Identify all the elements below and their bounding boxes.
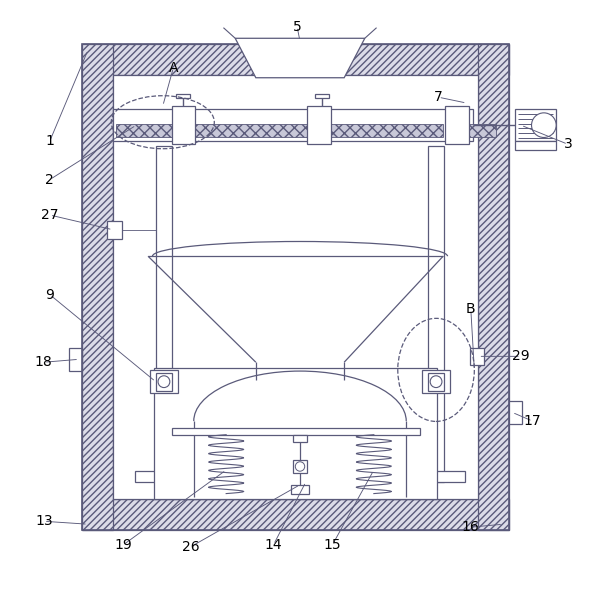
Bar xyxy=(113,75,478,499)
Bar xyxy=(515,109,556,141)
Bar xyxy=(470,348,484,365)
Bar xyxy=(69,348,82,371)
Circle shape xyxy=(532,113,556,137)
Text: A: A xyxy=(169,61,178,75)
Bar xyxy=(135,471,193,482)
Bar xyxy=(307,106,331,144)
Text: 7: 7 xyxy=(434,90,443,104)
Text: 2: 2 xyxy=(46,173,54,187)
Bar xyxy=(445,106,469,144)
Bar xyxy=(155,146,172,482)
Bar xyxy=(428,373,445,391)
Bar xyxy=(172,106,195,144)
Text: 15: 15 xyxy=(323,538,341,552)
Text: 19: 19 xyxy=(115,538,132,552)
Bar xyxy=(422,370,450,393)
Text: 29: 29 xyxy=(512,349,530,363)
Bar xyxy=(291,485,309,494)
Bar xyxy=(155,373,172,391)
Text: 5: 5 xyxy=(293,19,301,34)
Bar xyxy=(150,370,178,393)
Text: 27: 27 xyxy=(41,208,58,222)
Bar xyxy=(293,435,307,442)
Bar xyxy=(315,94,329,98)
Bar xyxy=(407,471,465,482)
Bar xyxy=(107,221,122,239)
Bar xyxy=(515,141,556,150)
Bar xyxy=(331,124,443,137)
Bar xyxy=(113,109,473,141)
Text: 14: 14 xyxy=(265,538,283,552)
Circle shape xyxy=(158,376,170,388)
Bar xyxy=(293,460,307,473)
Circle shape xyxy=(295,462,305,471)
Polygon shape xyxy=(235,38,365,78)
Bar xyxy=(172,428,419,435)
Text: 13: 13 xyxy=(35,514,53,528)
Bar xyxy=(82,44,509,75)
Bar xyxy=(154,368,437,499)
Bar xyxy=(82,499,509,530)
Text: 3: 3 xyxy=(563,137,572,151)
Text: 18: 18 xyxy=(35,355,53,369)
Bar xyxy=(195,124,307,137)
Bar xyxy=(428,146,445,482)
Bar xyxy=(116,124,172,137)
Text: 1: 1 xyxy=(45,134,54,148)
Bar xyxy=(460,124,496,137)
Bar xyxy=(478,44,509,530)
Bar xyxy=(82,44,113,530)
Text: 9: 9 xyxy=(45,287,54,302)
Text: 26: 26 xyxy=(182,540,200,554)
Bar xyxy=(82,44,509,530)
Text: 16: 16 xyxy=(462,520,479,534)
Text: 17: 17 xyxy=(524,414,541,428)
Bar xyxy=(509,401,522,424)
Text: B: B xyxy=(466,302,476,316)
Bar xyxy=(176,94,190,98)
Circle shape xyxy=(430,376,442,388)
